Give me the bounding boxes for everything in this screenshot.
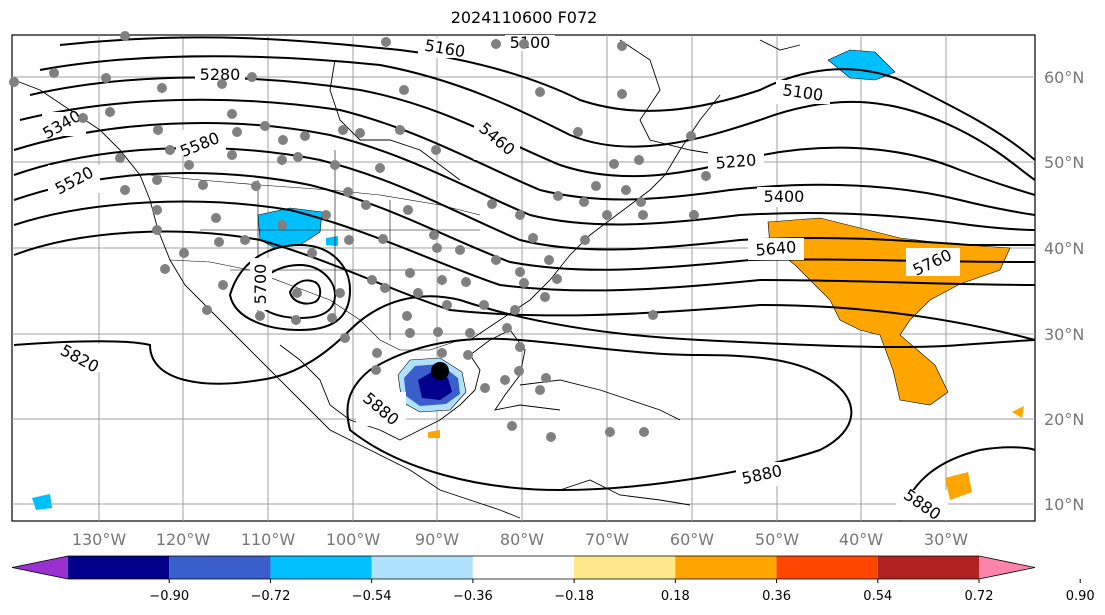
colorbar-tick-label: −0.54 — [352, 589, 392, 604]
colorbar-segment — [68, 556, 170, 579]
lon-label: 100°W — [326, 530, 381, 549]
storm-center-marker — [431, 362, 449, 380]
lon-label: 70°W — [585, 530, 629, 549]
contour-label: 5220 — [715, 150, 757, 172]
lon-label: 120°W — [156, 530, 211, 549]
lon-label: 60°W — [670, 530, 714, 549]
lon-label: 80°W — [500, 530, 544, 549]
lon-label: 30°W — [924, 530, 968, 549]
colorbar-segment — [776, 556, 878, 579]
lat-label: 40°N — [1044, 239, 1084, 258]
colorbar-tick-label: 0.54 — [863, 589, 892, 604]
latitude-labels: 60°N 50°N 40°N 30°N 20°N 10°N — [1044, 68, 1084, 514]
contour-label: 5640 — [755, 237, 797, 259]
lat-label: 10°N — [1044, 495, 1084, 514]
lat-label: 50°N — [1044, 153, 1084, 172]
colorbar-segment — [675, 556, 777, 579]
station-markers — [9, 31, 711, 442]
lat-label: 30°N — [1044, 325, 1084, 344]
colorbar-extend-high — [979, 556, 1035, 579]
colorbar-tick-label: 0.90 — [1066, 589, 1095, 604]
colorbar-tick-label: 0.72 — [965, 589, 994, 604]
colorbar-tick-label: −0.90 — [149, 589, 189, 604]
grid — [12, 35, 1035, 521]
map-title: 2024110600 F072 — [450, 8, 598, 27]
colorbar-tick-label: 0.36 — [762, 589, 791, 604]
lat-label: 60°N — [1044, 68, 1084, 87]
colorbar-extend-low — [12, 556, 68, 579]
lon-label: 110°W — [241, 530, 296, 549]
colorbar-segment — [270, 556, 372, 579]
lon-label: 50°W — [755, 530, 799, 549]
colorbar-tick-label: −0.36 — [453, 589, 493, 604]
colorbar-tick-label: −0.72 — [251, 589, 291, 604]
colorbar-outline — [11, 555, 1036, 580]
lon-label: 90°W — [415, 530, 459, 549]
colorbar: −0.90 −0.72 −0.54 −0.36 −0.18 0.18 0.36 0.54 0.7… — [11, 555, 1095, 604]
colorbar-segment — [472, 556, 575, 579]
colorbar-tick-label: 0.18 — [661, 589, 690, 604]
lon-label: 40°W — [839, 530, 883, 549]
longitude-labels: 130°W 120°W 110°W 100°W 90°W 80°W 70°W 6… — [72, 530, 968, 549]
colorbar-segment — [877, 556, 979, 579]
contour-label: 5400 — [764, 187, 805, 206]
contour-labels: 5160 5100 5280 5340 5460 5580 5520 5100 … — [39, 33, 960, 524]
colorbar-segment — [169, 556, 271, 579]
contour-label: 5100 — [510, 33, 551, 52]
lat-label: 20°N — [1044, 410, 1084, 429]
contour-label: 5700 — [251, 264, 270, 305]
colorbar-tick-label: −0.18 — [554, 589, 594, 604]
colorbar-segment — [371, 556, 473, 579]
lon-label: 130°W — [72, 530, 127, 549]
colorbar-segment — [574, 556, 676, 579]
contour-label: 5280 — [200, 65, 241, 84]
